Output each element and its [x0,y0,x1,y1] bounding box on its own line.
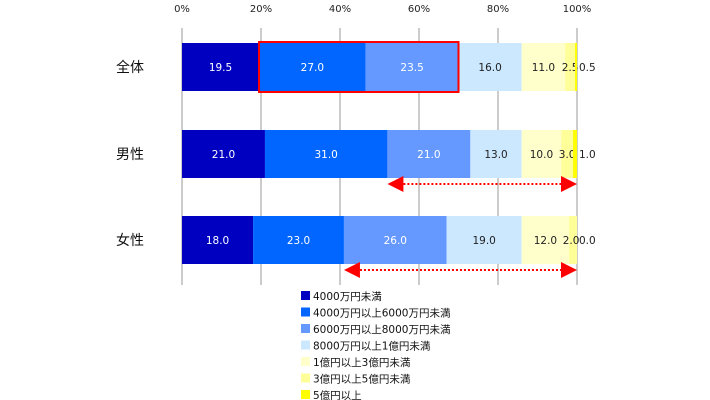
bar-segment [458,43,522,91]
bar-segment [182,216,254,264]
x-tick-label: 20% [250,4,272,15]
data-label: 18.0 [206,235,229,247]
data-label: 2.5 [562,62,579,74]
category-label: 男性 [116,147,144,163]
data-label: 0.0 [579,235,596,247]
legend-swatch [301,324,310,333]
x-tick-label: 100% [563,4,592,15]
data-label: 26.0 [384,235,407,247]
data-label: 2.0 [563,235,580,247]
data-label: 3.0 [559,149,576,161]
legend-swatch [301,291,310,300]
legend-label: 6000万円以上8000万円未満 [313,324,451,336]
legend-swatch [301,307,310,317]
bar-segment [565,43,576,91]
bar-segment [253,216,344,264]
bar-segment [182,130,265,178]
bar-segment [259,43,366,91]
category-label: 女性 [116,232,144,249]
x-tick-label: 80% [487,4,509,15]
bar-segment [387,130,471,178]
legend-label: 3億円以上5億円未満 [313,373,411,386]
legend-swatch [301,373,310,383]
data-label: 23.0 [287,235,310,247]
bar-segment [182,43,260,91]
bar-segment [264,130,388,178]
highlight-box [258,41,460,93]
data-label: 16.0 [478,62,501,74]
legend-label: 4000万円未満 [313,291,382,303]
legend-label: 5億円以上 [313,389,362,400]
data-label: 13.0 [484,149,507,161]
bar-segment [470,130,522,178]
bar-segment [446,216,522,264]
data-label: 31.0 [314,149,337,161]
legend-label: 8000万円以上1億円未満 [313,340,431,353]
data-label: 10.0 [530,149,553,161]
bar-segment [575,43,577,91]
legend-label: 1億円以上3億円未満 [313,356,411,369]
data-label: 11.0 [532,62,555,74]
x-tick-label: 60% [408,4,430,15]
bar-segment [343,216,447,264]
legend-label: 4000万円以上6000万円未満 [313,308,451,320]
category-label: 全体 [116,59,144,76]
x-tick-label: 40% [329,4,351,15]
bar-segment [365,43,459,91]
data-label: 19.5 [209,62,232,74]
bar-segment [573,130,577,178]
legend-swatch [301,390,310,399]
legend-swatch [301,357,310,366]
data-label: 12.0 [534,235,557,247]
bar-segment [569,216,577,264]
bar-segment [561,130,574,178]
data-label: 21.0 [212,149,235,161]
data-label: 0.5 [579,62,596,74]
data-label: 1.0 [579,149,596,161]
data-label: 21.0 [417,149,440,161]
bar-segment [521,216,570,264]
data-label: 27.0 [301,62,324,74]
bar-segment [521,43,566,91]
x-tick-label: 0% [174,4,190,15]
data-label: 23.5 [400,62,423,74]
bar-segment [521,130,562,178]
legend-swatch [301,340,310,350]
data-label: 19.0 [472,235,495,247]
